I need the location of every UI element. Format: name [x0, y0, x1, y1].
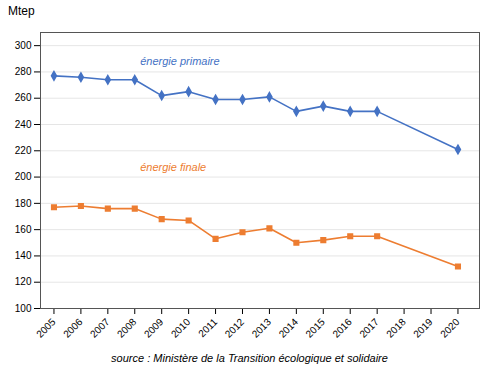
svg-text:120: 120	[15, 276, 32, 287]
svg-text:2017: 2017	[357, 316, 381, 340]
svg-text:2005: 2005	[34, 316, 58, 340]
svg-text:100: 100	[15, 303, 32, 314]
svg-text:2006: 2006	[61, 316, 85, 340]
svg-text:2009: 2009	[142, 316, 166, 340]
svg-text:énergie finale: énergie finale	[140, 161, 206, 173]
svg-text:2019: 2019	[411, 316, 435, 340]
svg-text:300: 300	[15, 40, 32, 51]
svg-text:énergie primaire: énergie primaire	[140, 55, 219, 67]
svg-text:2016: 2016	[330, 316, 354, 340]
html-text:source : Ministère de la Trans: source : Ministère de la Transition écol…	[111, 352, 388, 364]
svg-text:220: 220	[15, 145, 32, 156]
svg-text:2008: 2008	[115, 316, 139, 340]
html-text:Mtep: Mtep	[8, 4, 35, 18]
svg-text:200: 200	[15, 171, 32, 182]
svg-text:180: 180	[15, 198, 32, 209]
svg-text:260: 260	[15, 92, 32, 103]
svg-text:2010: 2010	[169, 316, 193, 340]
svg-text:140: 140	[15, 250, 32, 261]
svg-text:280: 280	[15, 66, 32, 77]
svg-text:160: 160	[15, 224, 32, 235]
svg-text:240: 240	[15, 119, 32, 130]
svg-text:2014: 2014	[277, 316, 301, 340]
svg-text:2011: 2011	[196, 316, 219, 339]
svg-text:2015: 2015	[303, 316, 327, 340]
svg-text:2007: 2007	[88, 316, 112, 340]
svg-text:2013: 2013	[250, 316, 274, 340]
svg-text:2018: 2018	[384, 316, 408, 340]
svg-text:2012: 2012	[223, 316, 247, 340]
svg-text:2020: 2020	[438, 316, 462, 340]
